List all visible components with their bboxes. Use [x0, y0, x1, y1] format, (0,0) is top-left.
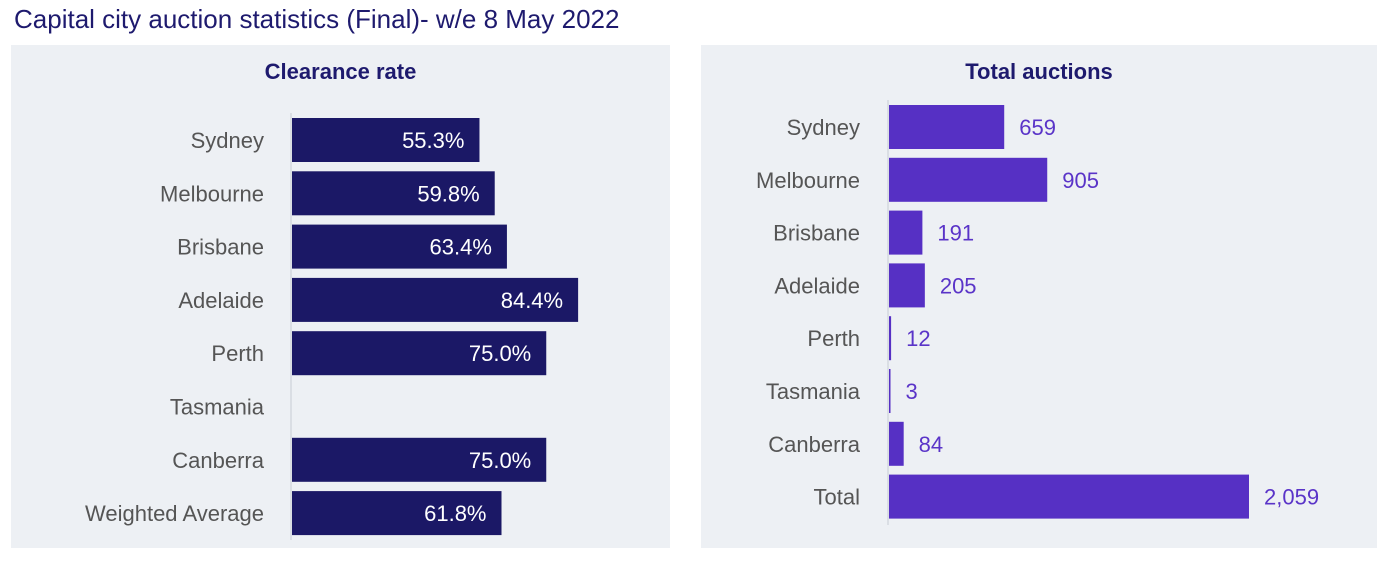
- auctions-value-tasmania: 3: [906, 379, 918, 404]
- auctions-category-tasmania: Tasmania: [766, 379, 861, 404]
- clearance-value-brisbane: 63.4%: [430, 235, 492, 260]
- clearance-bar-adelaide: [292, 277, 579, 322]
- auctions-category-melbourne: Melbourne: [756, 168, 860, 193]
- total-auctions-chart: Sydney 659 Melbourne 905 Brisbane 191 Adelaide…: [756, 100, 1319, 525]
- clearance-value-weighted-average: 61.8%: [424, 501, 486, 526]
- auctions-bar-brisbane: [889, 210, 923, 255]
- auctions-bar-total: [889, 474, 1249, 519]
- auctions-value-sydney: 659: [1019, 115, 1056, 140]
- clearance-bar-melbourne: [292, 171, 495, 216]
- clearance-category-brisbane: Brisbane: [177, 235, 264, 260]
- auctions-value-perth: 12: [906, 326, 930, 351]
- clearance-category-perth: Perth: [211, 341, 264, 366]
- clearance-rate-title: Clearance rate: [264, 59, 417, 84]
- auctions-bar-sydney: [889, 105, 1005, 149]
- clearance-category-adelaide: Adelaide: [178, 288, 264, 313]
- clearance-bar-perth: [292, 331, 547, 376]
- auctions-bar-tasmania: [889, 369, 891, 413]
- auctions-category-adelaide: Adelaide: [774, 273, 860, 298]
- auctions-bar-canberra: [889, 421, 904, 466]
- clearance-bar-weighted-average: [292, 491, 502, 536]
- clearance-value-melbourne: 59.8%: [417, 181, 479, 206]
- clearance-bar-sydney: [292, 118, 480, 162]
- auctions-bar-adelaide: [889, 263, 925, 308]
- clearance-category-sydney: Sydney: [191, 128, 264, 153]
- clearance-bar-brisbane: [292, 224, 507, 269]
- auctions-value-melbourne: 905: [1062, 168, 1099, 193]
- clearance-bar-canberra: [292, 437, 547, 482]
- auctions-bar-perth: [889, 316, 892, 361]
- clearance-category-weighted-average: Weighted Average: [85, 501, 264, 526]
- page-title: Capital city auction statistics (Final)-…: [14, 4, 620, 34]
- auctions-value-adelaide: 205: [940, 273, 977, 298]
- clearance-value-perth: 75.0%: [469, 341, 531, 366]
- auctions-value-brisbane: 191: [937, 221, 974, 246]
- clearance-category-melbourne: Melbourne: [160, 181, 264, 206]
- clearance-value-canberra: 75.0%: [469, 448, 531, 473]
- auctions-value-total: 2,059: [1264, 485, 1319, 510]
- auctions-category-canberra: Canberra: [768, 432, 860, 457]
- auctions-category-brisbane: Brisbane: [773, 221, 860, 246]
- clearance-value-sydney: 55.3%: [402, 128, 464, 153]
- total-auctions-panel: Total auctions Sydney 659 Melbourne 905 Bris…: [701, 45, 1377, 548]
- auctions-category-perth: Perth: [807, 326, 860, 351]
- clearance-rate-chart: Sydney 55.3% Melbourne 59.8% Brisbane 63.4% Ad…: [85, 113, 579, 540]
- auctions-bar-melbourne: [889, 157, 1048, 202]
- clearance-value-adelaide: 84.4%: [501, 288, 563, 313]
- total-auctions-title: Total auctions: [965, 59, 1113, 84]
- auctions-category-sydney: Sydney: [787, 115, 860, 140]
- clearance-rate-panel: Clearance rate Sydney 55.3% Melbourne 59.8%…: [11, 45, 670, 548]
- auctions-category-total: Total: [814, 485, 860, 510]
- auctions-value-canberra: 84: [919, 432, 943, 457]
- clearance-category-canberra: Canberra: [172, 448, 264, 473]
- clearance-category-tasmania: Tasmania: [170, 395, 265, 420]
